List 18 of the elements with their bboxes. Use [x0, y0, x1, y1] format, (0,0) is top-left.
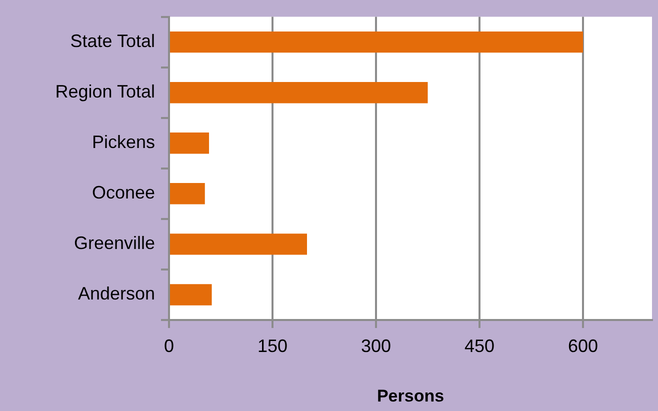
y-tick-label: Greenville — [74, 233, 155, 254]
x-tick-label: 600 — [568, 336, 598, 356]
y-tick-label: Oconee — [92, 182, 155, 203]
bar — [170, 234, 307, 255]
bar — [170, 132, 210, 154]
x-axis-title: Persons — [376, 386, 444, 406]
y-tick-label: State Total — [70, 31, 155, 52]
y-tick-label: Pickens — [92, 132, 155, 152]
bar — [170, 31, 583, 53]
x-tick-label: 0 — [164, 336, 174, 356]
x-tick-label: 150 — [257, 336, 288, 356]
y-tick-label: Anderson — [78, 284, 155, 304]
bar — [170, 284, 212, 306]
x-tick-label: 300 — [360, 336, 392, 356]
y-tick-label: Region Total — [55, 82, 155, 102]
bar — [170, 183, 205, 204]
bar — [170, 82, 428, 104]
x-tick-label: 450 — [464, 336, 495, 356]
